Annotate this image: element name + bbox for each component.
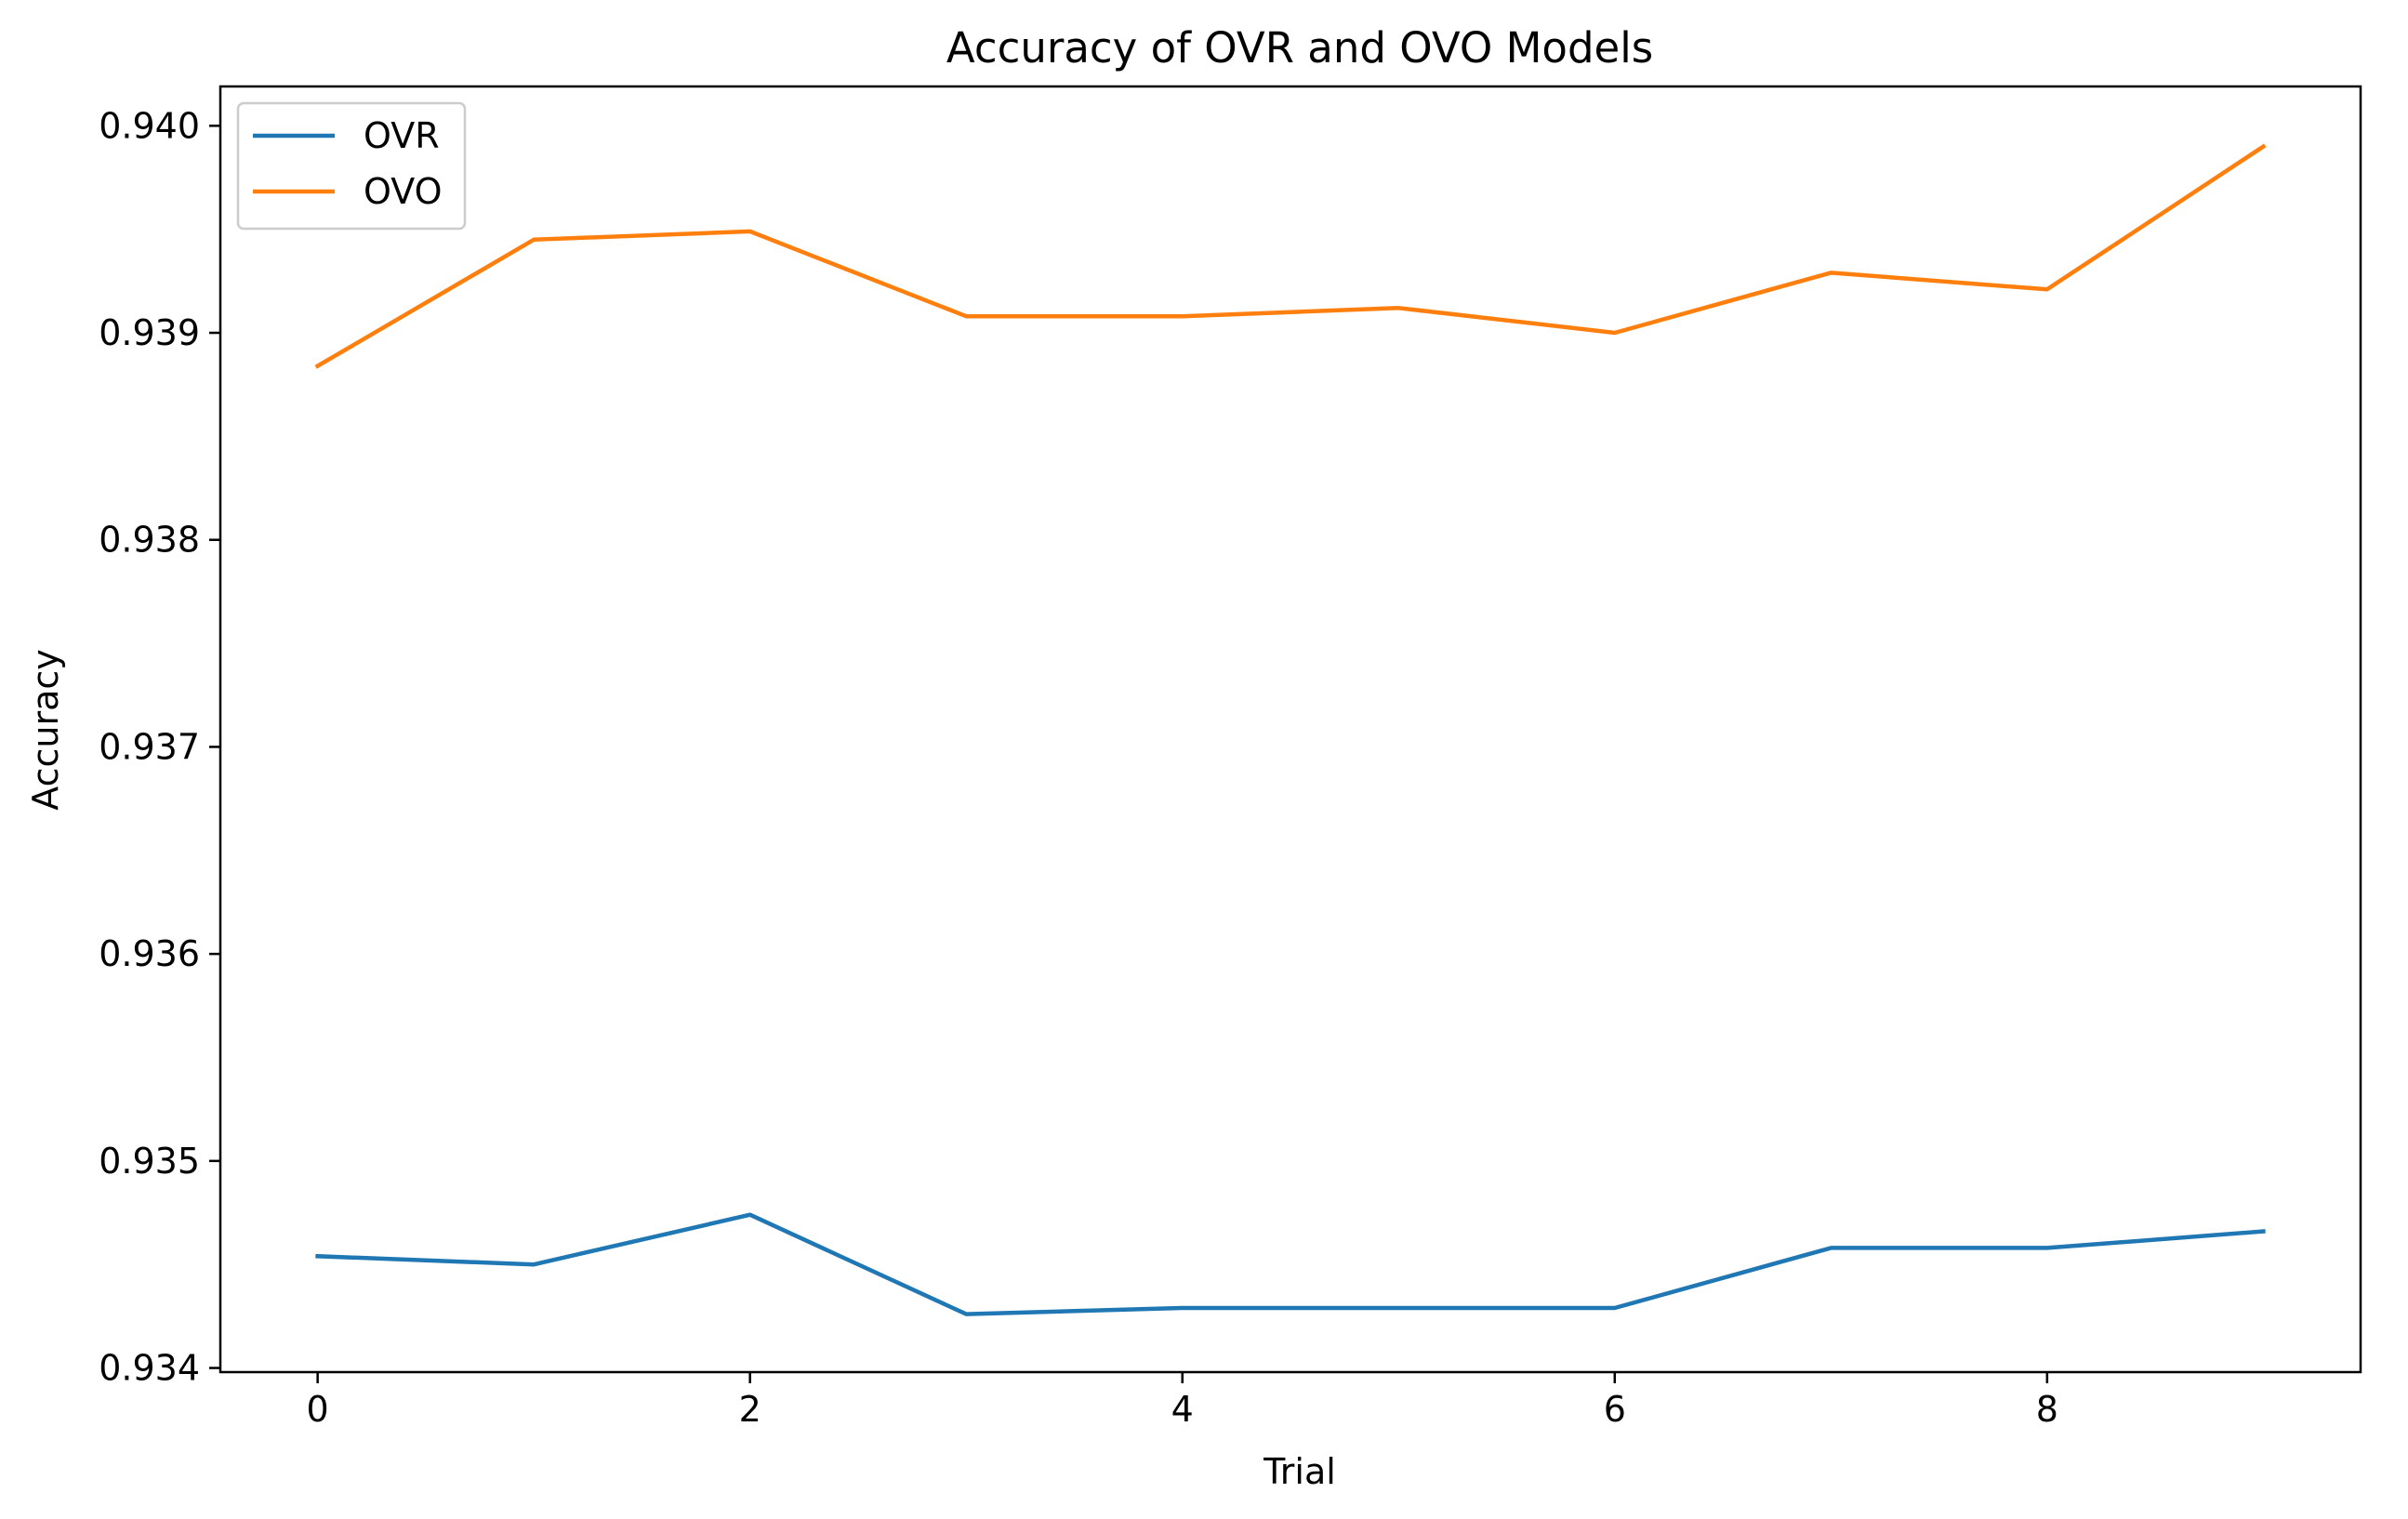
plot-area-frame bbox=[218, 85, 2362, 1374]
series-line-ovo bbox=[314, 143, 2267, 369]
legend-label-ovo: OVO bbox=[364, 171, 442, 212]
x-tick-label: 4 bbox=[1171, 1389, 1194, 1430]
series-layer bbox=[314, 143, 2267, 1316]
y-tick-label: 0.936 bbox=[99, 933, 200, 974]
y-tick-label: 0.934 bbox=[99, 1348, 200, 1389]
y-tick-label: 0.937 bbox=[99, 726, 200, 767]
y-axis-label: Accuracy bbox=[25, 649, 66, 811]
x-tick-label: 8 bbox=[2036, 1389, 2058, 1430]
series-line-ovr bbox=[315, 1212, 2266, 1316]
y-tick-label: 0.935 bbox=[99, 1141, 200, 1182]
x-axis-ticks: 0 2 4 6 8 bbox=[307, 1372, 2058, 1430]
y-tick-label: 0.940 bbox=[99, 105, 200, 146]
legend-label-ovr: OVR bbox=[364, 115, 440, 156]
x-axis-label: Trial bbox=[1263, 1451, 1336, 1492]
y-tick-label: 0.938 bbox=[99, 520, 200, 561]
y-axis-ticks: 0.934 0.935 0.936 0.937 0.938 0.939 0.940 bbox=[99, 105, 220, 1389]
chart-title: Accuracy of OVR and OVO Models bbox=[946, 23, 1653, 73]
x-tick-label: 0 bbox=[307, 1389, 329, 1430]
x-tick-label: 2 bbox=[739, 1389, 761, 1430]
legend: OVR OVO bbox=[236, 101, 467, 231]
y-tick-label: 0.939 bbox=[99, 312, 200, 353]
x-tick-label: 6 bbox=[1604, 1389, 1626, 1430]
